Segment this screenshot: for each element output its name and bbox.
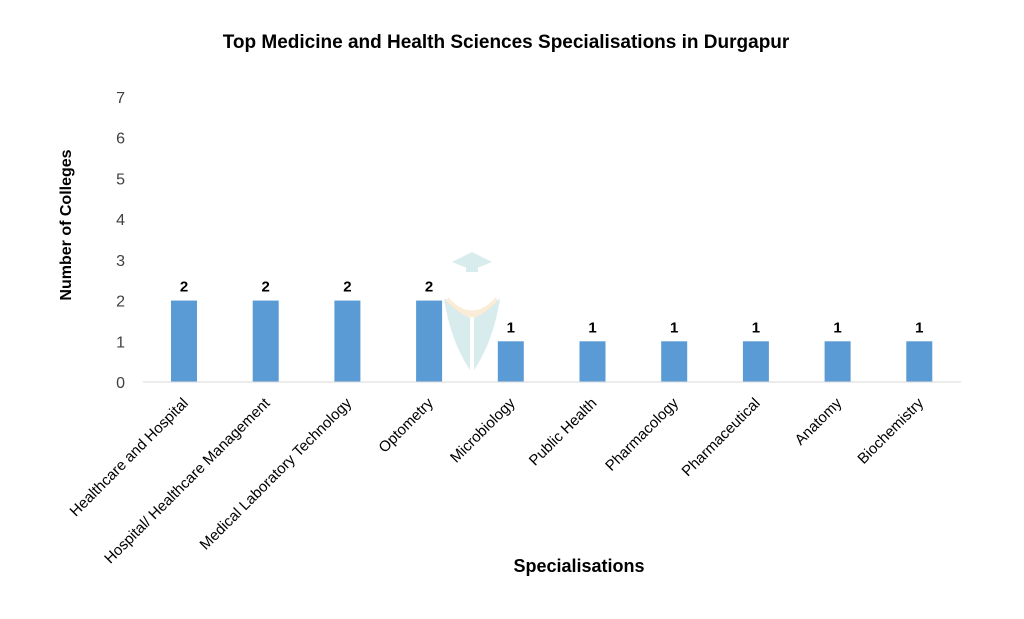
data-label: 1	[670, 319, 678, 336]
bar	[742, 341, 769, 382]
bar	[334, 300, 361, 382]
x-tick-label: Hospital/ Healthcare Management	[101, 394, 274, 567]
x-tick-label: Anatomy	[792, 394, 846, 448]
x-tick-label: Optometry	[375, 394, 437, 456]
bar	[171, 300, 197, 382]
bar	[416, 300, 443, 382]
x-tick-label: Medical Laboratory Technology	[197, 394, 356, 553]
x-tick-label: Public Health	[526, 395, 601, 470]
y-tick-label: 7	[116, 90, 125, 107]
bar	[824, 341, 851, 382]
data-label: 2	[425, 279, 433, 296]
x-axis-label: Specialisations	[513, 556, 644, 576]
bar	[497, 341, 524, 382]
y-tick-label: 0	[116, 375, 125, 392]
bar	[252, 300, 279, 382]
bar	[579, 341, 606, 382]
x-tick-label: Pharmacology	[602, 394, 682, 474]
y-tick-label: 2	[116, 294, 125, 311]
x-tick-label: Microbiology	[447, 394, 519, 466]
bar	[661, 341, 688, 382]
chart-title: Top Medicine and Health Sciences Special…	[223, 32, 790, 53]
data-label: 1	[507, 319, 515, 336]
data-label: 1	[588, 319, 596, 336]
x-tick-label: Pharmaceutical	[679, 395, 764, 480]
y-tick-label: 1	[116, 334, 125, 351]
data-label: 1	[915, 319, 923, 336]
data-label: 2	[262, 279, 270, 296]
data-label: 2	[343, 279, 351, 296]
bar	[906, 341, 933, 382]
y-tick-label: 4	[116, 212, 125, 229]
x-tick-label: Biochemistry	[854, 394, 927, 467]
y-axis-label: Number of Colleges	[58, 149, 75, 300]
y-tick-label: 6	[116, 131, 125, 148]
y-tick-label: 5	[116, 171, 125, 188]
data-label: 1	[833, 319, 841, 336]
data-label: 1	[752, 319, 760, 336]
watermark-logo	[443, 252, 501, 370]
y-tick-label: 3	[116, 253, 125, 270]
data-label: 2	[180, 279, 188, 296]
